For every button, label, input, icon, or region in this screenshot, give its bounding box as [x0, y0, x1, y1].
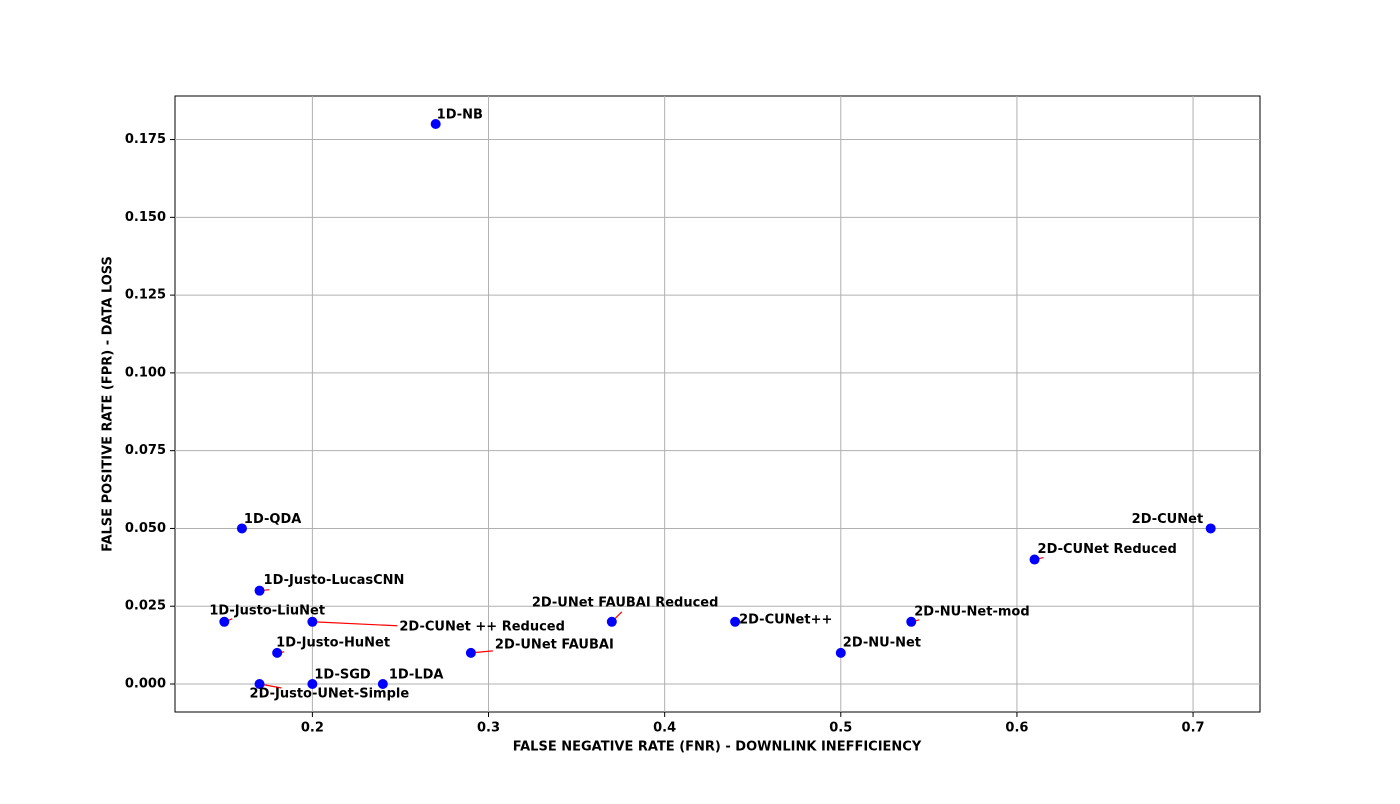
point [219, 616, 230, 627]
point [835, 647, 846, 658]
y-tick-label: 0.000 [125, 677, 166, 692]
point-label: 1D-LDA [389, 668, 444, 683]
point [430, 119, 441, 129]
point [307, 616, 318, 627]
point-label: 2D-CUNet Reduced [1038, 542, 1177, 557]
x-tick-label: 0.2 [301, 721, 324, 736]
point-label: 2D-CUNet++ [739, 612, 832, 627]
point [272, 647, 283, 658]
point [254, 585, 265, 596]
y-tick-label: 0.125 [125, 288, 166, 303]
point-label: 1D-SGD [314, 668, 371, 683]
y-axis-label: FALSE POSITIVE RATE (FPR) - DATA LOSS [101, 256, 116, 552]
point-label: 1D-Justo-LucasCNN [264, 573, 405, 588]
point-label: 2D-UNet FAUBAI [495, 637, 614, 652]
point [1029, 554, 1040, 565]
point [307, 679, 318, 689]
y-tick-label: 0.025 [125, 599, 166, 614]
point [730, 616, 741, 627]
point-label: 2D-CUNet [1132, 512, 1203, 527]
point-label: 1D-NB [437, 108, 483, 123]
point [377, 679, 388, 689]
point [465, 647, 476, 658]
y-tick-label: 0.150 [125, 210, 166, 225]
x-tick-label: 0.6 [1005, 721, 1028, 736]
point [606, 616, 617, 627]
y-tick-label: 0.075 [125, 443, 166, 458]
x-tick-label: 0.4 [653, 721, 676, 736]
point-label: 2D-Justo-UNet-Simple [250, 687, 410, 702]
point-label: 2D-UNet FAUBAI Reduced [532, 595, 719, 610]
y-tick-label: 0.050 [125, 521, 166, 536]
point [236, 523, 247, 534]
point-label: 2D-NU-Net [843, 635, 921, 650]
x-axis-label: FALSE NEGATIVE RATE (FNR) - DOWNLINK INE… [513, 740, 922, 755]
point [906, 616, 917, 627]
y-tick-label: 0.175 [125, 132, 166, 147]
point [1205, 523, 1216, 534]
point-label: 2D-CUNet ++ Reduced [399, 619, 565, 634]
point-label: 1D-Justo-LiuNet [209, 603, 325, 618]
point-label: 1D-Justo-HuNet [276, 635, 390, 650]
leader-line [312, 621, 398, 627]
plot-frame [174, 95, 1261, 713]
y-tick-label: 0.100 [125, 365, 166, 380]
point-label: 1D-QDA [244, 512, 301, 527]
point [254, 679, 265, 689]
x-tick-label: 0.7 [1182, 721, 1205, 736]
point-label: 2D-NU-Net-mod [914, 604, 1029, 619]
x-tick-label: 0.3 [477, 721, 500, 736]
x-tick-label: 0.5 [829, 721, 852, 736]
